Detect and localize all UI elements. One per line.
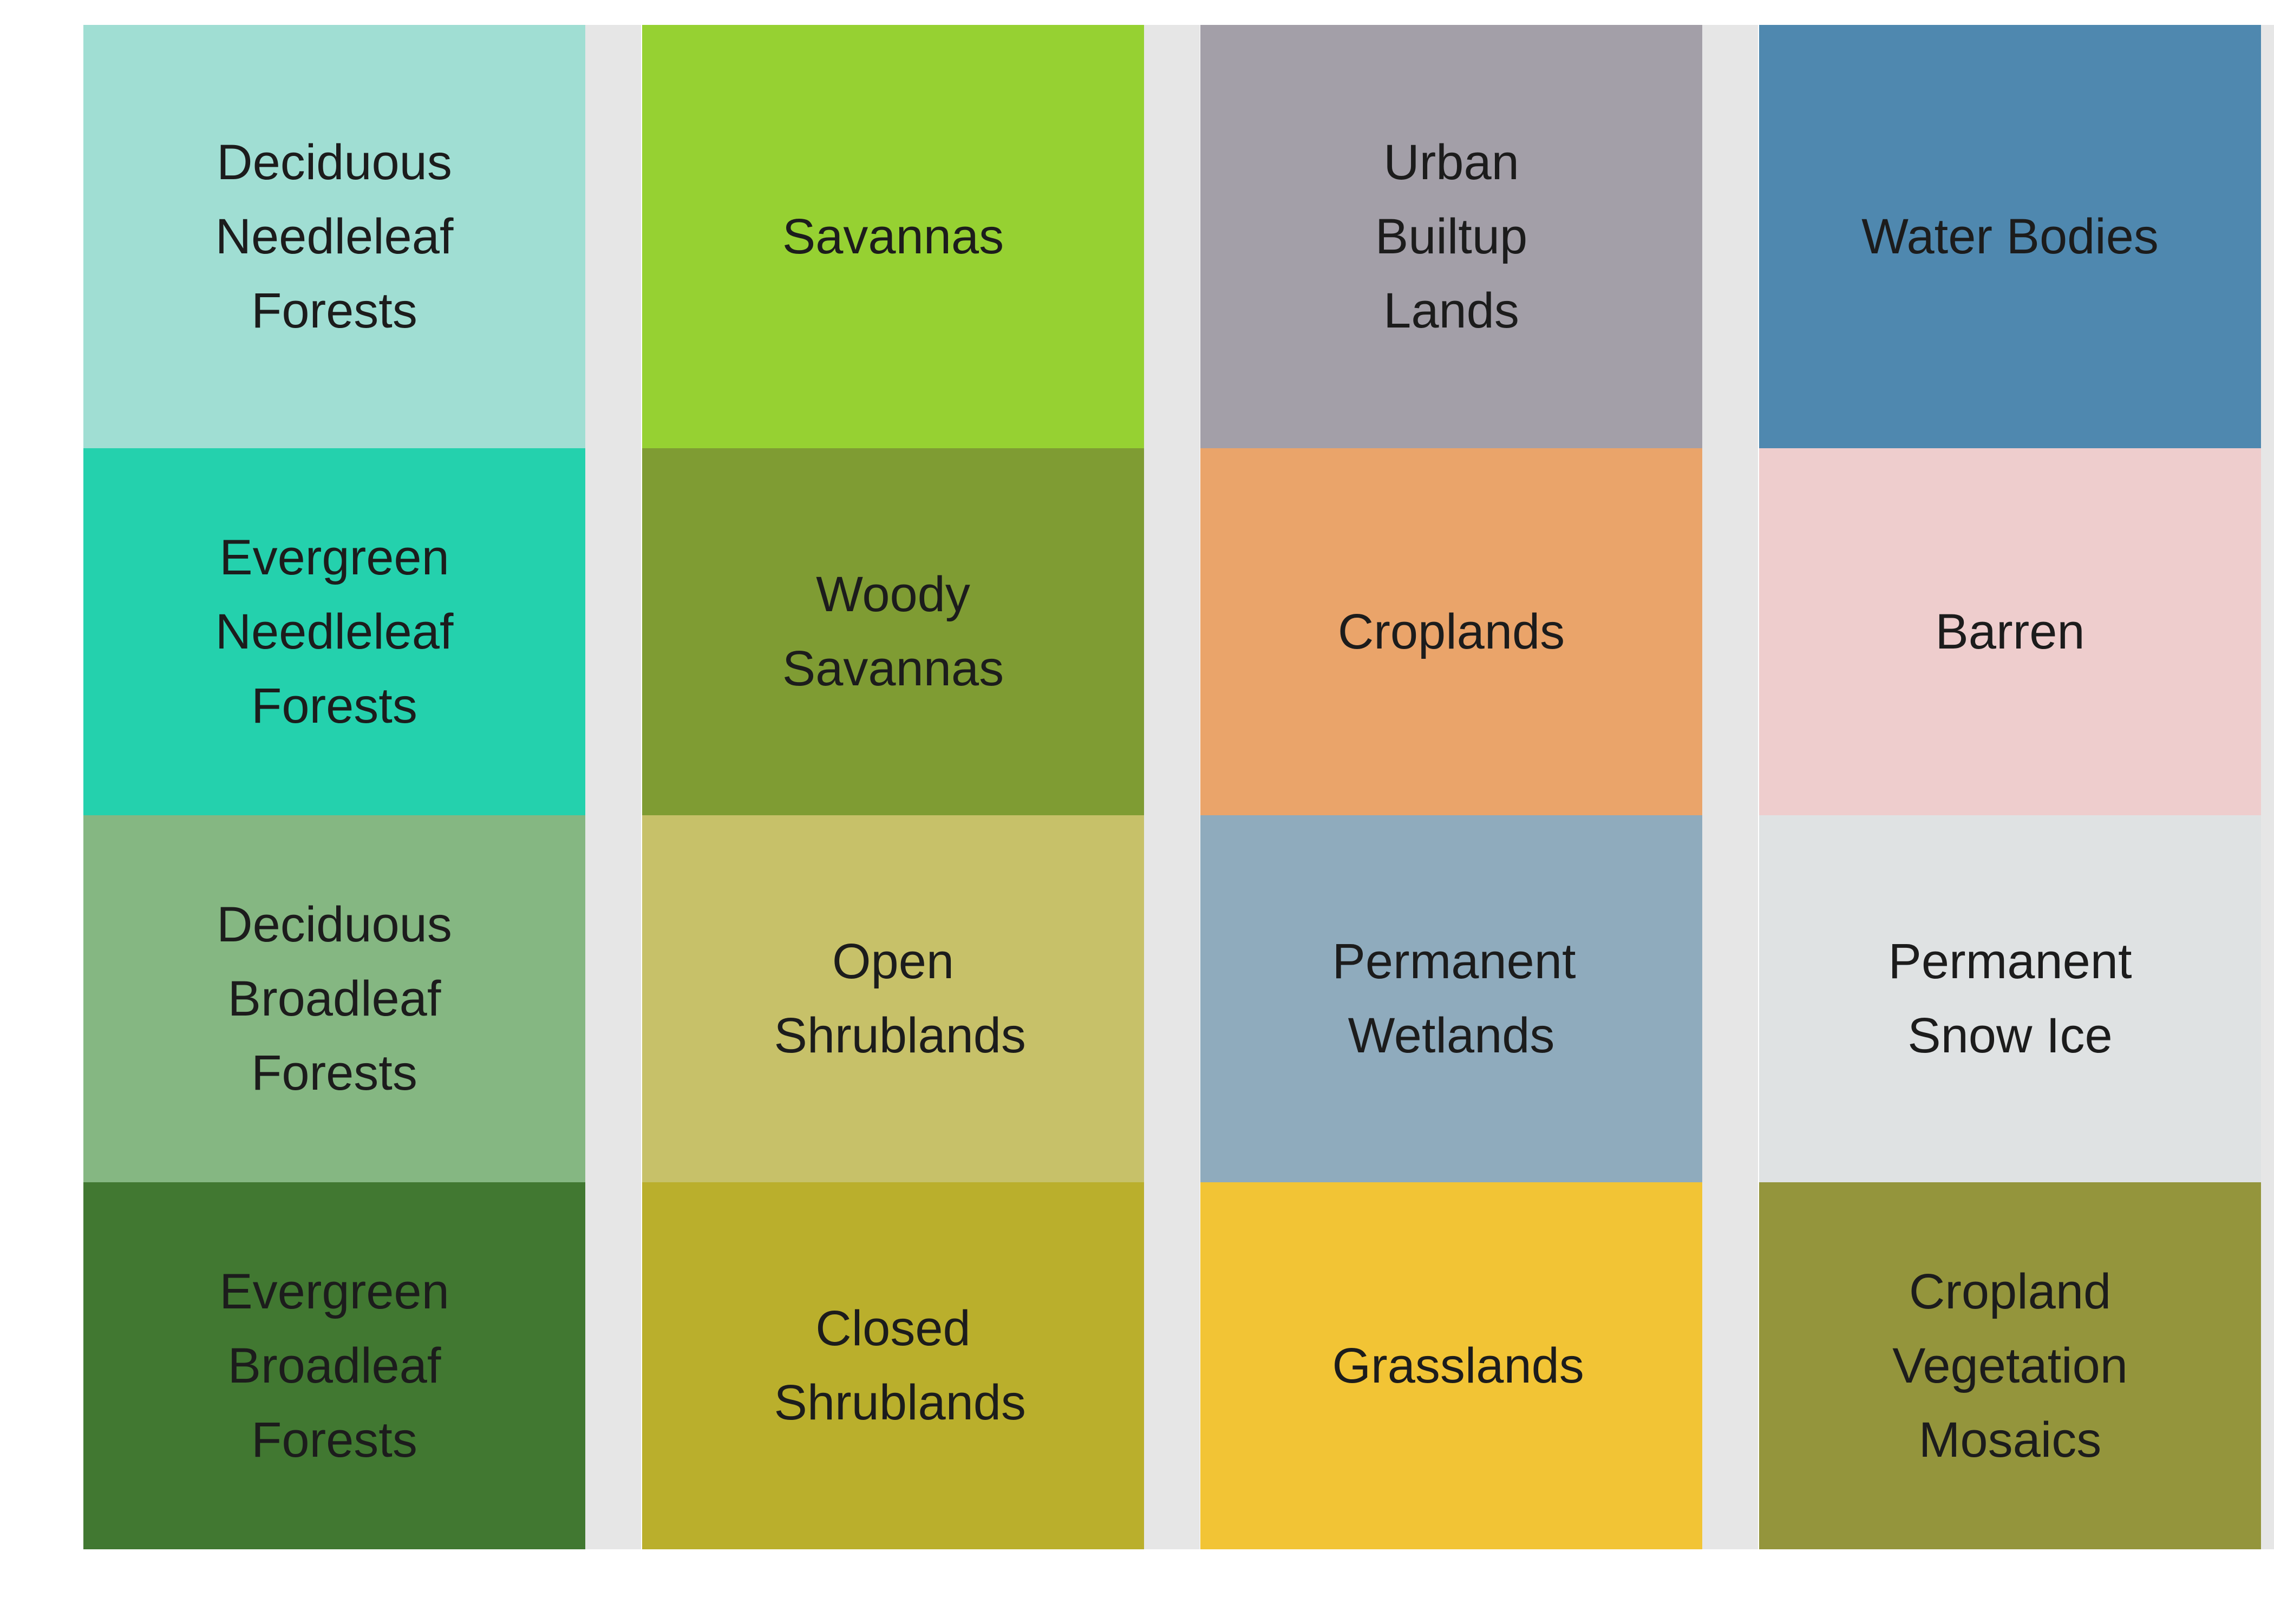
legend-swatch-savannas: Savannas <box>642 25 1144 448</box>
legend-swatch-permanent-snow-ice: Permanent Snow Ice <box>1759 815 2261 1182</box>
legend-label: Deciduous Broadleaf Forests <box>217 896 452 1101</box>
legend-swatch-water-bodies: Water Bodies <box>1759 25 2261 448</box>
legend-swatch-evergreen-needleleaf-forests: Evergreen Needleleaf Forests <box>83 448 585 815</box>
legend-swatch-deciduous-needleleaf-forests: Deciduous Needleleaf Forests <box>83 25 585 448</box>
legend-label: Urban Builtup Lands <box>1375 134 1528 338</box>
legend-label: Permanent Snow Ice <box>1888 934 2132 1063</box>
legend-label: Evergreen Broadleaf Forests <box>219 1263 449 1468</box>
legend-swatch-woody-savannas: Woody Savannas <box>642 448 1144 815</box>
legend-swatch-permanent-wetlands: Permanent Wetlands <box>1200 815 1702 1182</box>
legend-swatch-barren: Barren <box>1759 448 2261 815</box>
legend-swatch-urban-builtup-lands: Urban Builtup Lands <box>1200 25 1702 448</box>
legend-swatch-evergreen-broadleaf-forests: Evergreen Broadleaf Forests <box>83 1182 585 1549</box>
legend-label: Closed Shrublands <box>774 1301 1026 1430</box>
legend-label: Permanent Wetlands <box>1332 934 1576 1063</box>
legend-column-2: Savannas Woody Savannas Open Shrublands … <box>642 25 1200 1549</box>
legend-label: Water Bodies <box>1861 208 2159 264</box>
legend-label: Grasslands <box>1332 1338 1584 1393</box>
legend-column-1: Deciduous Needleleaf Forests Evergreen N… <box>83 25 641 1549</box>
legend-label: Deciduous Needleleaf Forests <box>215 134 454 338</box>
legend-label: Evergreen Needleleaf Forests <box>215 529 454 734</box>
legend-swatch-deciduous-broadleaf-forests: Deciduous Broadleaf Forests <box>83 815 585 1182</box>
legend-label: Cropland Vegetation Mosaics <box>1892 1263 2128 1468</box>
legend-swatch-open-shrublands: Open Shrublands <box>642 815 1144 1182</box>
legend-label: Open Shrublands <box>774 934 1026 1063</box>
legend-swatch-croplands: Croplands <box>1200 448 1702 815</box>
legend-label: Barren <box>1935 604 2085 659</box>
legend-label: Croplands <box>1337 604 1565 659</box>
legend-label: Savannas <box>782 208 1004 264</box>
legend-column-3: Urban Builtup Lands Croplands Permanent … <box>1200 25 1758 1549</box>
legend-label: Woody Savannas <box>782 567 1004 696</box>
legend-swatch-grasslands: Grasslands <box>1200 1182 1702 1549</box>
legend-column-4: Water Bodies Barren Permanent Snow Ice C… <box>1759 25 2274 1549</box>
legend-swatch-closed-shrublands: Closed Shrublands <box>642 1182 1144 1549</box>
legend-swatch-cropland-vegetation-mosaics: Cropland Vegetation Mosaics <box>1759 1182 2261 1549</box>
